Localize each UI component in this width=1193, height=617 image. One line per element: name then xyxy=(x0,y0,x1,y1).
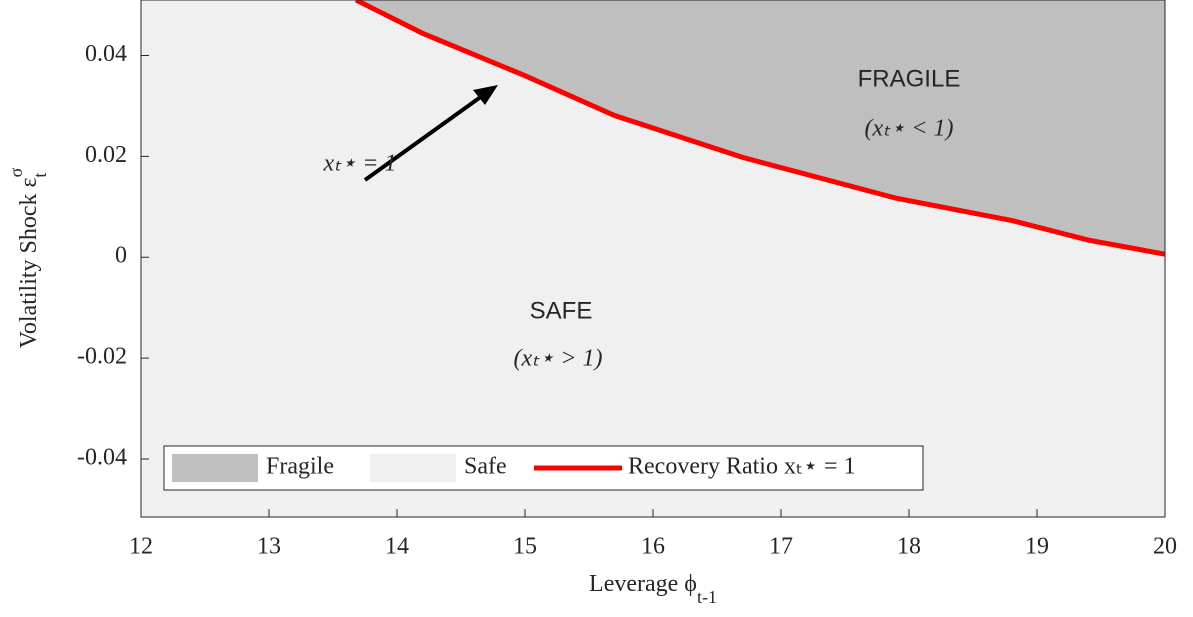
fragile-region xyxy=(356,0,1165,255)
x-tick-label: 13 xyxy=(257,534,281,560)
annotation: (xₜ⋆ > 1) xyxy=(514,346,603,372)
y-tick-label: -0.02 xyxy=(77,344,127,370)
x-tick-label: 20 xyxy=(1153,534,1177,560)
x-tick-label: 17 xyxy=(769,534,793,560)
legend-swatch xyxy=(370,454,456,482)
legend-label: Safe xyxy=(464,454,507,480)
x-axis-label-main: Leverage ϕ xyxy=(589,571,697,597)
x-tick-label: 19 xyxy=(1025,534,1049,560)
annotation: (xₜ⋆ < 1) xyxy=(865,116,954,142)
legend-label: Fragile xyxy=(266,454,334,480)
y-tick-label: -0.04 xyxy=(77,444,127,470)
y-axis-label-main: Volatility Shock ε xyxy=(16,177,42,348)
legend-swatch xyxy=(172,454,258,482)
x-tick-label: 14 xyxy=(385,534,409,560)
annotation: FRAGILE xyxy=(858,65,961,92)
arrow-head xyxy=(473,85,498,105)
legend: Fragile Safe Recovery Ratio xₜ⋆ = 1 xyxy=(163,445,924,491)
y-tick-label: 0 xyxy=(115,243,127,269)
x-tick-label: 15 xyxy=(513,534,537,560)
x-tick-label: 16 xyxy=(641,534,665,560)
arrow xyxy=(363,94,484,182)
x-axis-label: Leverage ϕt-1 xyxy=(589,571,717,608)
y-tick-label: 0.04 xyxy=(85,41,127,67)
plot-area xyxy=(140,0,1166,518)
annotation: SAFE xyxy=(530,297,593,324)
x-tick-label: 12 xyxy=(129,534,153,560)
recovery-line xyxy=(354,0,1166,257)
x-axis-label-sub: t-1 xyxy=(697,587,717,607)
y-tick-label: 0.02 xyxy=(85,142,127,168)
y-axis-label: Volatility Shock εσ t xyxy=(6,167,50,348)
y-axis-label-sub: t xyxy=(30,173,50,178)
annotation: xₜ⋆ = 1 xyxy=(323,151,397,177)
x-tick-label: 18 xyxy=(897,534,921,560)
legend-label: Recovery Ratio xₜ⋆ = 1 xyxy=(628,454,856,480)
y-axis-label-sup: σ xyxy=(6,167,26,177)
